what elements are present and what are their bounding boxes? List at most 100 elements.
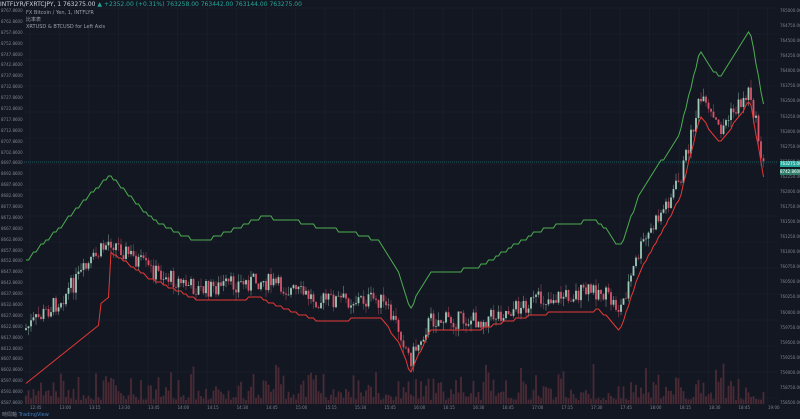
ohlc-values: 763258.00 763442.00 763144.00 763275.00 [166, 1, 302, 8]
candle-body [290, 288, 292, 295]
volume-bar [235, 397, 237, 404]
candle-body [677, 180, 680, 182]
left-axis-tick: 8737.8600 [1, 73, 23, 79]
time-axis-tick: 16:00 [413, 405, 426, 410]
volume-bar [422, 396, 425, 404]
candle-body [642, 239, 645, 242]
candle-body [537, 291, 540, 295]
volume-bar [530, 399, 532, 404]
volume-bar [592, 364, 595, 404]
candle-body [282, 291, 285, 294]
right-axis-tick: 759750.00 [780, 324, 800, 330]
volume-bar [660, 398, 662, 404]
candle-body [262, 281, 265, 283]
volume-bar [135, 396, 137, 404]
volume-bar [607, 392, 610, 404]
candle-body [675, 180, 677, 190]
overlay-legend-3[interactable]: XRTUSD & BTCUSD for Left Axis [26, 24, 106, 30]
candle-body [172, 270, 175, 288]
candle-body [222, 281, 225, 286]
volume-bar [565, 396, 567, 404]
volume-bar [47, 390, 50, 404]
right-axis-tick: 762000.00 [780, 188, 800, 194]
volume-bar [170, 372, 172, 404]
time-axis[interactable]: 12:45 13:00 13:15 13:30 13:45 14:00 14:15 14:30… [24, 404, 780, 412]
volume-bar [322, 374, 325, 404]
volume-bar [182, 395, 185, 404]
candle-body [447, 312, 450, 318]
volume-bar [367, 384, 370, 404]
left-axis-tick: 8647.8600 [1, 269, 23, 275]
volume-bar [247, 390, 250, 404]
volume-bar [207, 399, 210, 404]
candle-body [495, 318, 497, 320]
candle-body [692, 129, 695, 132]
volume-bar [45, 391, 47, 404]
candle-body [267, 274, 270, 291]
volume-bar [205, 388, 207, 404]
candle-body [357, 297, 360, 304]
volume-bar [582, 392, 585, 404]
volume-bar [152, 399, 155, 404]
tradingview-logo[interactable]: TradingView [18, 412, 49, 418]
candle-body [590, 284, 592, 293]
volume-bar [467, 396, 470, 404]
volume-bar [197, 390, 200, 404]
left-axis-tick: 8742.8600 [1, 62, 23, 68]
volume-bar [642, 393, 645, 404]
volume-bar [117, 391, 120, 404]
candle-body [130, 250, 132, 255]
candle-body [682, 160, 685, 183]
left-axis-tick: 8592.8600 [1, 389, 23, 395]
volume-bar [477, 392, 480, 404]
candle-body [440, 320, 442, 323]
volume-bar [625, 399, 627, 404]
volume-bar [590, 398, 592, 404]
overlay-legend-2[interactable]: 比率表 [26, 17, 42, 23]
candle-body [722, 125, 725, 134]
left-price-axis[interactable]: 8767.8600 8762.8600 8757.8600 8752.8600 8747… [0, 8, 24, 406]
candle-body [562, 296, 565, 299]
volume-bar [327, 399, 330, 404]
chart-header: INTFLYR/FXRTCJPY, 1 763275.00 ▲ +2352.00… [0, 0, 800, 10]
volume-bar [757, 399, 760, 404]
candle-body [730, 108, 732, 121]
candle-body [395, 315, 397, 320]
candle-body [350, 305, 352, 308]
candle-body [527, 308, 530, 313]
candle-body [205, 281, 207, 294]
candle-body [47, 308, 50, 317]
right-axis-tick: 761500.00 [780, 219, 800, 225]
volume-bar [105, 376, 107, 404]
symbol-label[interactable]: INTFLYR/FXRTCJPY, 1 [0, 1, 62, 8]
candle-body [552, 300, 555, 304]
candle-body [752, 99, 755, 118]
left-axis-tick: 8682.8600 [1, 193, 23, 199]
candle-body [342, 293, 345, 298]
volume-bar [495, 395, 497, 404]
time-axis-tick: 13:45 [148, 405, 160, 410]
candle-body [220, 282, 222, 286]
overlay-legend-1[interactable]: FX Bitcoin / Yen, 1, INTFLYR [26, 10, 94, 16]
candle-body [77, 271, 80, 275]
candle-body [177, 278, 180, 288]
candle-body [582, 284, 585, 288]
volume-bar [360, 392, 362, 404]
volume-bar [500, 392, 502, 404]
volume-bar [332, 389, 335, 404]
volume-bar [280, 384, 282, 404]
candle-body [50, 312, 52, 317]
right-price-axis[interactable]: 765000.00 764750.00 764500.00 764250.00 7640… [778, 8, 800, 406]
candle-body [27, 326, 30, 329]
volume-bar [267, 384, 270, 404]
volume-bar [127, 395, 130, 404]
volume-bar [612, 398, 615, 404]
volume-bar [285, 398, 287, 404]
candle-body [532, 296, 535, 298]
candle-body [175, 287, 177, 288]
right-axis-tick: 759500.00 [780, 339, 800, 345]
candle-body [465, 323, 467, 326]
volume-bar [752, 396, 755, 404]
volume-bar [255, 397, 257, 404]
